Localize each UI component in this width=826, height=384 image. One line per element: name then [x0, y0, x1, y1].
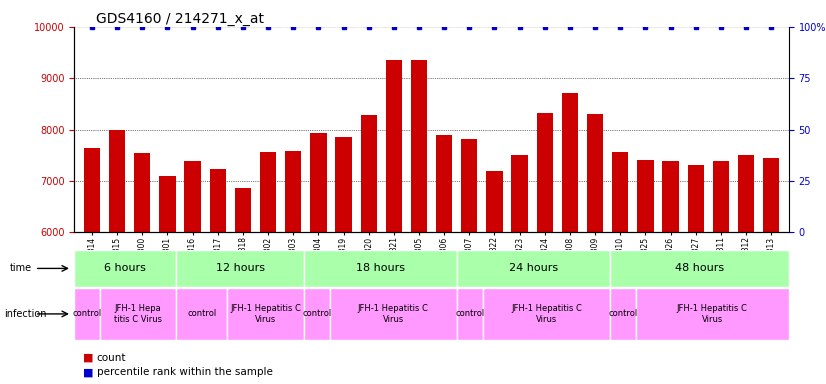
Bar [304, 288, 330, 340]
Text: JFH-1 Hepatitis C
Virus: JFH-1 Hepatitis C Virus [511, 304, 582, 324]
Bar [763, 158, 780, 384]
Text: JFH-1 Hepatitis C
Virus: JFH-1 Hepatitis C Virus [358, 304, 429, 324]
Bar [687, 165, 704, 384]
Bar [587, 114, 603, 384]
Bar [637, 160, 653, 384]
Bar [562, 93, 578, 384]
Text: ■: ■ [83, 367, 93, 377]
Bar [260, 152, 276, 384]
Text: control: control [73, 310, 102, 318]
Text: JFH-1 Hepatitis C
Virus: JFH-1 Hepatitis C Virus [676, 304, 748, 324]
Bar [74, 288, 100, 340]
Text: control: control [188, 310, 216, 318]
Text: ■: ■ [83, 353, 93, 363]
Bar [304, 250, 457, 287]
Text: 12 hours: 12 hours [216, 263, 264, 273]
Bar [159, 176, 176, 384]
Bar [436, 135, 453, 384]
Bar [74, 250, 177, 287]
Bar [713, 161, 729, 384]
Bar [210, 169, 226, 384]
Bar [83, 147, 100, 384]
Text: control: control [608, 310, 638, 318]
Bar [311, 133, 326, 384]
Bar [285, 151, 301, 384]
Bar [457, 288, 482, 340]
Bar [610, 250, 789, 287]
Bar [636, 288, 789, 340]
Bar [109, 129, 126, 384]
Text: GDS4160 / 214271_x_at: GDS4160 / 214271_x_at [96, 12, 263, 26]
Text: JFH-1 Hepa
titis C Virus: JFH-1 Hepa titis C Virus [114, 304, 162, 324]
Bar [662, 161, 679, 384]
Bar [461, 139, 477, 384]
Bar [330, 288, 457, 340]
Bar [457, 250, 610, 287]
Text: infection: infection [4, 309, 46, 319]
Bar [386, 60, 402, 384]
Bar [487, 171, 503, 384]
Bar [610, 288, 636, 340]
Text: time: time [10, 263, 32, 273]
Text: 6 hours: 6 hours [104, 263, 146, 273]
Text: JFH-1 Hepatitis C
Virus: JFH-1 Hepatitis C Virus [230, 304, 301, 324]
Bar [360, 115, 377, 384]
Bar [235, 188, 251, 384]
Text: control: control [302, 310, 331, 318]
Bar [482, 288, 610, 340]
Text: 24 hours: 24 hours [509, 263, 558, 273]
Bar [738, 155, 754, 384]
Bar [134, 153, 150, 384]
Text: control: control [455, 310, 485, 318]
Bar [612, 152, 629, 384]
Bar [411, 60, 427, 384]
Text: 48 hours: 48 hours [675, 263, 724, 273]
Bar [537, 113, 553, 384]
Bar [177, 288, 227, 340]
Bar [177, 250, 304, 287]
Text: count: count [97, 353, 126, 363]
Text: 18 hours: 18 hours [356, 263, 405, 273]
Bar [227, 288, 304, 340]
Bar [184, 161, 201, 384]
Bar [335, 137, 352, 384]
Text: percentile rank within the sample: percentile rank within the sample [97, 367, 273, 377]
Bar [511, 155, 528, 384]
Bar [100, 288, 177, 340]
